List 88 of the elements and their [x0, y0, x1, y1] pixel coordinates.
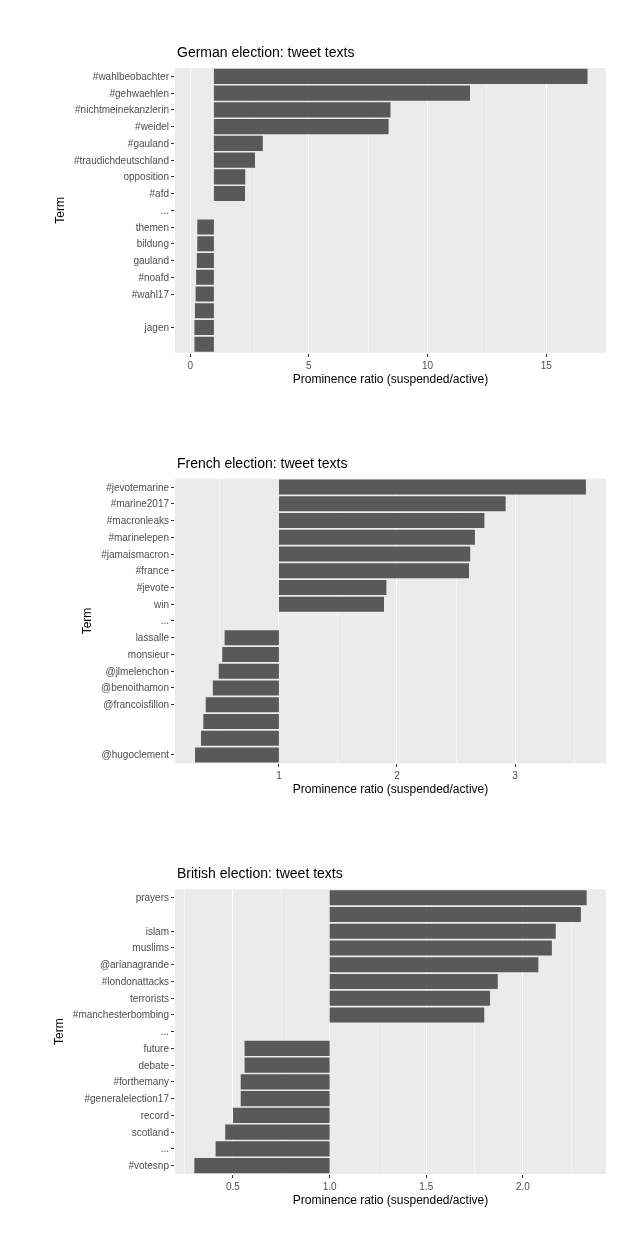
y-tick-label: #londonattacks	[101, 975, 169, 987]
y-tick-label: debate	[138, 1059, 170, 1071]
x-tick-label: 1.5	[419, 1181, 434, 1192]
y-tick-label: win	[152, 598, 169, 610]
y-tick-label: bildung	[136, 238, 169, 250]
y-tick-label: #gehwaehlen	[109, 87, 169, 99]
y-tick-label: gauland	[133, 255, 169, 267]
x-axis-title: Prominence ratio (suspended/active)	[292, 371, 489, 386]
y-tick-label: @benoithamon	[101, 682, 169, 694]
y-tick-label: lassalle	[135, 632, 170, 644]
y-tick-label: #france	[135, 565, 170, 577]
y-tick-label: #weidel	[135, 121, 169, 133]
y-tick-label: #votesnp	[128, 1160, 170, 1172]
x-tick-label: 15	[540, 359, 553, 371]
bar	[213, 135, 263, 151]
bar	[278, 513, 485, 529]
y-axis-title: Term	[52, 1018, 67, 1045]
x-tick-label: 1.0	[322, 1181, 338, 1192]
bar	[244, 1040, 330, 1056]
bar	[196, 269, 214, 285]
x-tick-label: 3	[512, 770, 519, 782]
bar	[232, 1107, 330, 1123]
bar	[213, 186, 246, 202]
y-tick-label: prayers	[135, 892, 169, 904]
bar	[194, 1158, 330, 1174]
y-tick-label: #traudichdeutschland	[73, 154, 169, 166]
y-tick-label: scotland	[131, 1126, 169, 1138]
y-tick-label: #wahl17	[131, 288, 170, 300]
bar	[329, 906, 581, 922]
bar	[222, 646, 279, 663]
x-tick-label: 0.5	[226, 1181, 241, 1192]
y-axis-title: Term	[80, 607, 95, 635]
y-tick-label: themen	[135, 221, 169, 233]
bar	[224, 630, 279, 646]
y-tick-label: ...	[160, 615, 169, 627]
y-tick-label: #jamaismacron	[101, 548, 169, 560]
y-tick-label: jagen	[143, 322, 169, 334]
bar	[278, 579, 387, 596]
bar	[213, 119, 389, 135]
y-tick-label: future	[143, 1042, 170, 1054]
y-axis-title: Term	[53, 197, 68, 224]
y-tick-label: #forthemany	[113, 1076, 169, 1088]
y-tick-label: #nichtmeinekanzlerin	[75, 104, 169, 116]
y-tick-label: #marinelepen	[108, 531, 169, 543]
y-tick-label: #gauland	[127, 137, 169, 149]
bar	[278, 596, 385, 612]
y-tick-label: #marine2017	[110, 498, 170, 510]
x-tick-label: 2.0	[515, 1181, 531, 1192]
y-tick-label: record	[140, 1109, 169, 1121]
x-axis-title: Prominence ratio (suspended/active)	[292, 782, 489, 797]
y-tick-label: @francoisfillon	[103, 699, 169, 711]
y-tick-label: ...	[160, 1143, 169, 1155]
bar	[213, 68, 588, 84]
x-tick-label: 0	[187, 359, 194, 371]
y-tick-label: #wahlbeobachter	[92, 70, 170, 82]
bar	[203, 713, 279, 730]
bar	[196, 253, 214, 269]
bar	[329, 890, 587, 906]
y-tick-label: @arianagrande	[99, 959, 170, 971]
x-tick-label: 1	[276, 770, 283, 782]
y-tick-label: ...	[160, 204, 169, 216]
y-tick-label: #macronleaks	[106, 515, 169, 527]
x-tick-label: 10	[421, 359, 434, 371]
y-tick-label: ...	[160, 1026, 169, 1038]
y-tick-label: muslims	[132, 942, 169, 954]
y-tick-label: islam	[145, 925, 169, 937]
bar	[240, 1091, 330, 1107]
y-tick-label: opposition	[123, 171, 169, 183]
y-tick-label: #afd	[149, 188, 169, 200]
y-tick-label: @jlmelenchon	[105, 665, 169, 677]
x-axis-title: Prominence ratio (suspended/active)	[292, 1192, 489, 1207]
chart-title: British election: tweet texts	[177, 865, 343, 881]
bar	[194, 320, 214, 336]
y-tick-label: #noafd	[138, 271, 169, 283]
chart-title: German election: tweet texts	[177, 44, 355, 60]
y-tick-label: #generalelection17	[84, 1093, 170, 1105]
y-tick-label: #jevote	[136, 582, 170, 594]
bar	[329, 957, 539, 973]
y-tick-label: monsieur	[127, 648, 170, 660]
y-tick-label: #manchesterbombing	[72, 1009, 169, 1021]
x-tick-label: 5	[306, 359, 313, 371]
bar	[194, 336, 214, 352]
chart-title: French election: tweet texts	[177, 455, 348, 471]
x-tick-label: 2	[394, 770, 401, 782]
y-tick-label: @hugoclement	[101, 749, 170, 761]
bar	[329, 973, 498, 989]
y-tick-label: terrorists	[130, 992, 169, 1004]
y-tick-label: #jevotemarine	[106, 481, 170, 493]
